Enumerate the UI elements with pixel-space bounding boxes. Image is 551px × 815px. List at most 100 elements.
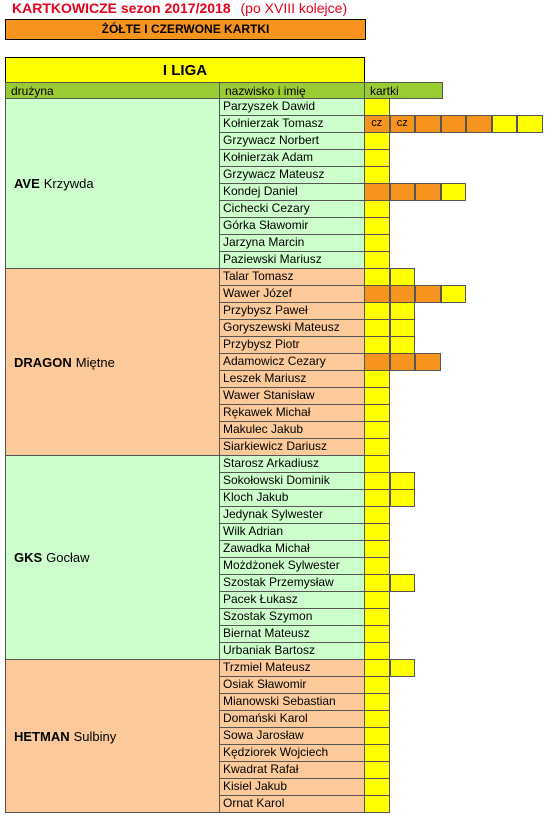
- orange-card-cell: [364, 353, 390, 371]
- yellow-card-cell: [364, 710, 390, 728]
- yellow-card-cell: [364, 540, 390, 558]
- player-name: Kloch Jakub: [219, 489, 365, 507]
- player-name: Jarzyna Marcin: [219, 234, 365, 252]
- yellow-card-cell: [364, 149, 390, 167]
- orange-card-cell: [440, 115, 466, 133]
- orange-card-cell: [364, 285, 390, 303]
- orange-card-cell: [415, 183, 441, 201]
- team-cell-dragon: DRAGON Miętne: [5, 268, 220, 456]
- player-name: Ornat Karol: [219, 795, 365, 813]
- header-team: drużyna: [5, 82, 220, 99]
- player-name: Szostak Przemysław: [219, 574, 365, 592]
- orange-card-cell: [389, 353, 415, 371]
- yellow-card-cell: [389, 659, 415, 677]
- player-name: Zawadka Michał: [219, 540, 365, 558]
- yellow-card-cell: [389, 302, 415, 320]
- yellow-card-cell: [364, 166, 390, 184]
- team-cell-gks: GKS Gocław: [5, 455, 220, 660]
- yellow-card-cell: [364, 336, 390, 354]
- yellow-card-cell: [364, 676, 390, 694]
- player-name: Sokołowski Dominik: [219, 472, 365, 490]
- yellow-card-cell: [364, 795, 390, 813]
- player-name: Szostak Szymon: [219, 608, 365, 626]
- player-name: Urbaniak Bartosz: [219, 642, 365, 660]
- player-name: Możdżonek Sylwester: [219, 557, 365, 575]
- player-name: Kołnierzak Adam: [219, 149, 365, 167]
- yellow-card-cell: [364, 693, 390, 711]
- player-name: Przybysz Paweł: [219, 302, 365, 320]
- yellow-card-cell: [389, 336, 415, 354]
- player-name: Kisiel Jakub: [219, 778, 365, 796]
- yellow-card-cell: [517, 115, 543, 133]
- yellow-card-cell: [364, 387, 390, 405]
- team-code: HETMAN: [14, 728, 70, 744]
- orange-card-cell: [364, 183, 390, 201]
- yellow-card-cell: [364, 438, 390, 456]
- yellow-card-cell: [364, 778, 390, 796]
- yellow-card-cell: [364, 761, 390, 779]
- yellow-card-cell: [364, 268, 390, 286]
- yellow-card-cell: [364, 744, 390, 762]
- yellow-card-cell: [364, 506, 390, 524]
- player-name: Grzywacz Norbert: [219, 132, 365, 150]
- yellow-card-cell: [364, 557, 390, 575]
- player-name: Leszek Mariusz: [219, 370, 365, 388]
- player-name: Przybysz Piotr: [219, 336, 365, 354]
- yellow-card-cell: [364, 472, 390, 490]
- orange-card-cell: [389, 183, 415, 201]
- page-title: KARTKOWICZE sezon 2017/2018 (po XVIII ko…: [12, 0, 347, 17]
- orange-card-cell: [415, 353, 441, 371]
- player-name: Kondej Daniel: [219, 183, 365, 201]
- yellow-card-cell: [364, 608, 390, 626]
- title-sub: (po XVIII kolejce): [240, 0, 348, 16]
- orange-card-cell: cz: [389, 115, 415, 133]
- yellow-card-cell: [364, 370, 390, 388]
- player-name: Wawer Stanisław: [219, 387, 365, 405]
- yellow-card-cell: [364, 642, 390, 660]
- section-banner: ŻÓŁTE I CZERWONE KARTKI: [5, 19, 366, 40]
- yellow-card-cell: [364, 727, 390, 745]
- orange-card-cell: cz: [364, 115, 390, 133]
- league-title: I LIGA: [5, 57, 365, 83]
- team-town: Miętne: [75, 354, 115, 370]
- player-name: Talar Tomasz: [219, 268, 365, 286]
- team-code: AVE: [14, 176, 40, 191]
- yellow-card-cell: [389, 574, 415, 592]
- player-name: Paziewski Mariusz: [219, 251, 365, 269]
- yellow-card-cell: [364, 591, 390, 609]
- yellow-card-cell: [364, 625, 390, 643]
- yellow-card-cell: [364, 98, 390, 116]
- title-main: KARTKOWICZE sezon 2017/2018: [12, 0, 231, 16]
- yellow-card-cell: [364, 404, 390, 422]
- yellow-card-cell: [364, 132, 390, 150]
- yellow-card-cell: [364, 217, 390, 235]
- yellow-card-cell: [440, 285, 466, 303]
- yellow-card-cell: [364, 302, 390, 320]
- player-name: Parzyszek Dawid: [219, 98, 365, 116]
- player-name: Jedynak Sylwester: [219, 506, 365, 524]
- yellow-card-cell: [491, 115, 517, 133]
- yellow-card-cell: [389, 472, 415, 490]
- player-name: Kędziorek Wojciech: [219, 744, 365, 762]
- team-cell-hetman: HETMAN Sulbiny: [5, 659, 220, 813]
- player-name: Kwadrat Rafał: [219, 761, 365, 779]
- team-town: Gocław: [46, 550, 90, 565]
- player-name: Pacek Łukasz: [219, 591, 365, 609]
- yellow-card-cell: [389, 489, 415, 507]
- orange-card-cell: [415, 115, 441, 133]
- player-name: Rękawek Michał: [219, 404, 365, 422]
- player-name: Mianowski Sebastian: [219, 693, 365, 711]
- header-name: nazwisko i imię: [219, 82, 365, 99]
- team-town: Sulbiny: [73, 728, 117, 744]
- yellow-card-cell: [364, 489, 390, 507]
- player-name: Domański Karol: [219, 710, 365, 728]
- player-name: Makulec Jakub: [219, 421, 365, 439]
- team-code: DRAGON: [14, 354, 72, 370]
- player-name: Goryszewski Mateusz: [219, 319, 365, 337]
- orange-card-cell: [389, 285, 415, 303]
- player-name: Sowa Jarosław: [219, 727, 365, 745]
- player-name: Adamowicz Cezary: [219, 353, 365, 371]
- team-code: GKS: [14, 550, 43, 565]
- yellow-card-cell: [440, 183, 466, 201]
- team-cell-ave: AVE Krzywda: [5, 98, 220, 269]
